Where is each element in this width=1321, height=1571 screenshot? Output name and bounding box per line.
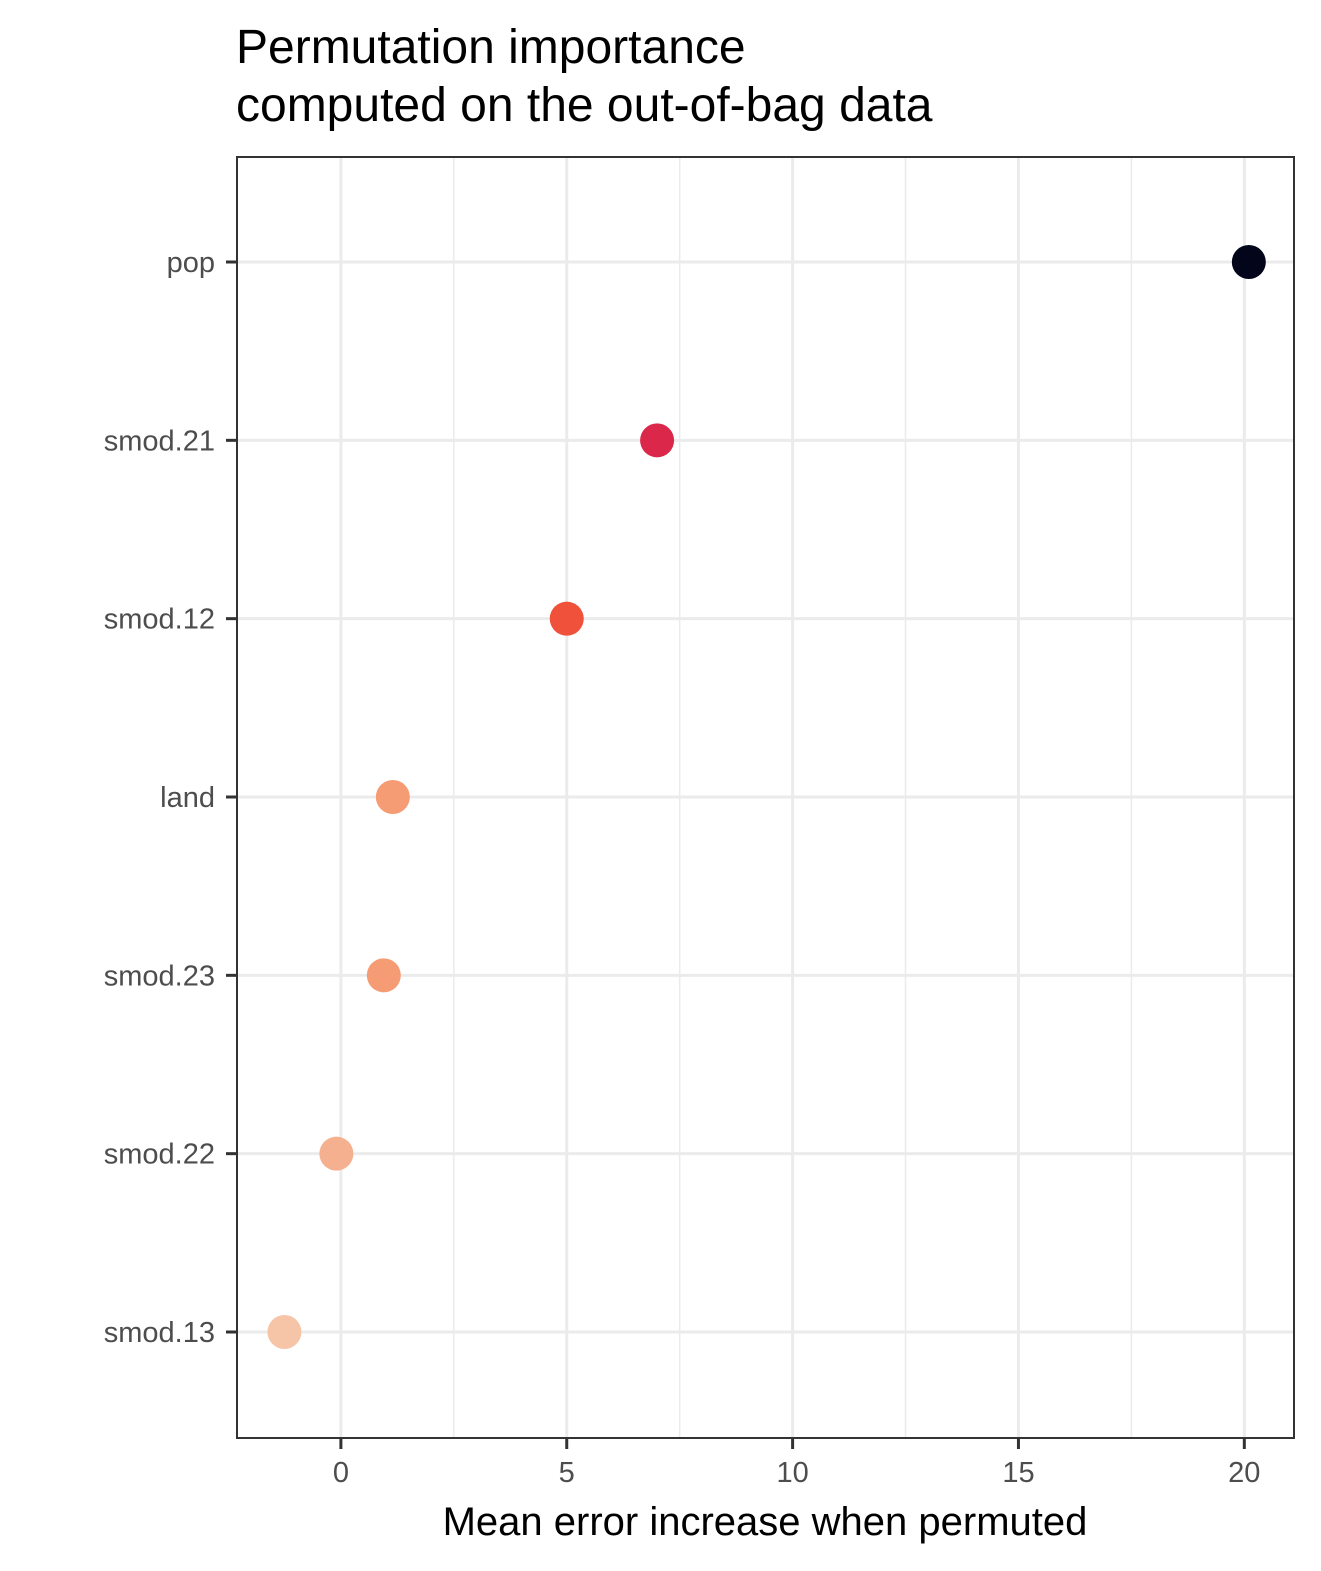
x-tick-label: 5 [559,1457,575,1489]
y-axis: pop smod.21 smod.12 land smod.23 smod.22 smod.… [104,247,237,1349]
grid-lines [237,157,1294,1438]
x-tick-label: 15 [1002,1457,1034,1489]
data-point-land [375,780,410,814]
y-tick-label: smod.21 [104,425,215,457]
data-point-smod-21 [640,423,675,458]
chart-title-line-1: Permutation importance [236,21,746,74]
y-tick-label: pop [167,247,215,279]
data-point-smod-13 [267,1315,302,1349]
data-point-smod-12 [549,601,584,636]
y-tick-label: smod.23 [104,960,215,992]
data-point-smod-23 [366,958,401,993]
x-tick-label: 0 [333,1457,349,1489]
x-tick-label: 20 [1228,1457,1260,1489]
y-tick-label: land [160,782,215,814]
x-axis-title: Mean error increase when permuted [443,1500,1088,1544]
x-axis: 0 5 10 15 20 [333,1438,1260,1489]
chart-title-line-2: computed on the out-of-bag data [236,79,933,132]
y-tick-label: smod.22 [104,1139,215,1171]
y-tick-label: smod.13 [104,1317,215,1349]
data-point-smod-22 [319,1136,354,1171]
x-tick-label: 10 [776,1457,808,1489]
data-points [267,245,1266,1349]
y-tick-label: smod.12 [104,604,215,636]
data-point-pop [1231,245,1266,279]
